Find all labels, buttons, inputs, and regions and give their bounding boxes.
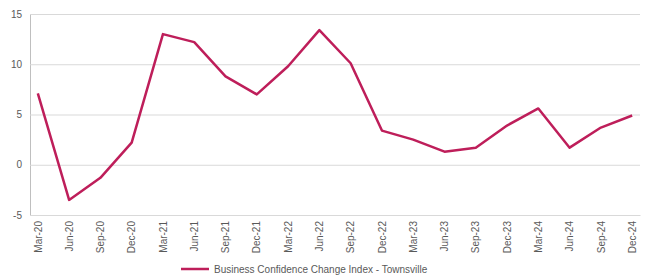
x-tick-label: Sep-23 bbox=[470, 221, 481, 254]
y-axis-line bbox=[31, 15, 641, 216]
x-tick-label: Mar-20 bbox=[33, 221, 44, 253]
x-tick-label: Jun-20 bbox=[64, 221, 75, 252]
x-tick-label: Jun-21 bbox=[189, 221, 200, 252]
x-tick: Jun-23 bbox=[439, 215, 450, 252]
x-tick-label: Dec-21 bbox=[251, 221, 262, 254]
lines bbox=[38, 30, 632, 200]
x-tick: Mar-22 bbox=[283, 215, 294, 253]
x-tick-label: Jun-22 bbox=[314, 221, 325, 252]
grid-line bbox=[30, 64, 640, 65]
x-tick: Jun-24 bbox=[564, 215, 575, 252]
x-tick: Mar-23 bbox=[408, 215, 419, 253]
x-tick-label: Sep-24 bbox=[596, 221, 607, 254]
legend-swatch bbox=[181, 268, 209, 271]
y-tick: -5 bbox=[13, 210, 640, 221]
x-tick: Dec-22 bbox=[377, 215, 388, 253]
x-tick: Jun-20 bbox=[64, 215, 75, 252]
x-tick: Dec-20 bbox=[126, 215, 137, 253]
x-tick: Dec-23 bbox=[502, 215, 513, 253]
y-tick-label: -5 bbox=[13, 210, 22, 221]
grid-line bbox=[30, 215, 640, 216]
x-tick-label: Jun-24 bbox=[564, 221, 575, 252]
legend-item: Business Confidence Change Index - Towns… bbox=[181, 264, 428, 275]
x-axis: Mar-20 Jun-20 Sep-20 Dec-20 Mar-21 Jun-21 Sep-… bbox=[31, 215, 641, 253]
x-tick-label: Dec-20 bbox=[126, 221, 137, 254]
x-tick: Sep-24 bbox=[596, 215, 607, 253]
x-tick: Sep-20 bbox=[95, 215, 106, 253]
x-tick: Dec-21 bbox=[251, 215, 262, 253]
legend: Business Confidence Change Index - Towns… bbox=[181, 264, 428, 275]
series-line bbox=[38, 30, 632, 200]
x-tick: Mar-24 bbox=[533, 215, 544, 253]
grid-line bbox=[30, 165, 640, 166]
x-tick-label: Mar-21 bbox=[158, 221, 169, 253]
x-tick-label: Mar-22 bbox=[283, 221, 294, 253]
x-tick: Sep-21 bbox=[220, 215, 231, 253]
x-tick-label: Sep-20 bbox=[95, 221, 106, 254]
chart: -5 0 5 10 15 Mar-20 Jun-20 Sep-20 Dec-20 Mar-21 Ju… bbox=[0, 0, 650, 279]
x-tick: Mar-21 bbox=[158, 215, 169, 253]
grid-line bbox=[30, 115, 640, 116]
x-tick: Sep-23 bbox=[470, 215, 481, 253]
x-tick: Dec-24 bbox=[627, 215, 638, 253]
y-tick-label: 5 bbox=[16, 109, 22, 120]
y-tick-label: 15 bbox=[11, 9, 23, 20]
y-tick: 15 bbox=[11, 9, 640, 20]
x-tick-label: Jun-23 bbox=[439, 221, 450, 252]
x-tick: Jun-21 bbox=[189, 215, 200, 252]
legend-label: Business Confidence Change Index - Towns… bbox=[214, 264, 428, 275]
plot: -5 0 5 10 15 Mar-20 Jun-20 Sep-20 Dec-20 Mar-21 Ju… bbox=[11, 9, 641, 254]
x-tick-label: Sep-22 bbox=[345, 221, 356, 254]
x-tick: Sep-22 bbox=[345, 215, 356, 253]
x-axis-line bbox=[31, 215, 641, 216]
x-tick-label: Dec-22 bbox=[377, 221, 388, 254]
x-tick: Mar-20 bbox=[33, 215, 44, 253]
grid-line bbox=[30, 14, 640, 15]
x-tick-label: Mar-23 bbox=[408, 221, 419, 253]
x-tick-label: Dec-24 bbox=[627, 221, 638, 254]
x-tick-label: Sep-21 bbox=[220, 221, 231, 254]
y-tick-label: 10 bbox=[11, 59, 23, 70]
y-tick-label: 0 bbox=[16, 159, 22, 170]
y-tick: 10 bbox=[11, 59, 640, 70]
x-tick-label: Dec-23 bbox=[502, 221, 513, 254]
x-tick-label: Mar-24 bbox=[533, 221, 544, 253]
x-tick: Jun-22 bbox=[314, 215, 325, 252]
y-axis: -5 0 5 10 15 bbox=[11, 9, 640, 221]
